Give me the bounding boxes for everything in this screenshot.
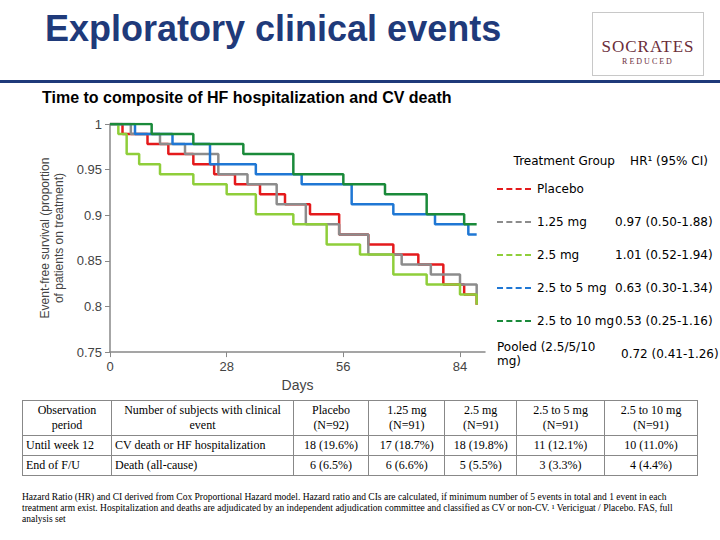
html-text:Death (all-cause): Death (all-cause) [115, 458, 198, 472]
svg-text:0.8: 0.8 [84, 299, 102, 314]
html-text:Exploratory clinical events: Exploratory clinical events [45, 8, 502, 49]
html-text:Placebo: Placebo [537, 181, 584, 196]
html-text:2.5 to 10 mg (N=91): 2.5 to 10 mg (N=91) [620, 403, 682, 432]
html-text:0.63 (0.30-1.34): 0.63 (0.30-1.34) [615, 280, 713, 295]
html-text:Time to composite of HF hospit: Time to composite of HF hospitalization … [42, 89, 452, 106]
html-text:End of F/U: End of F/U [26, 458, 80, 472]
html-text:4 (4.4%): 4 (4.4%) [630, 458, 673, 472]
html-text:2.5 mg (N=91): 2.5 mg (N=91) [463, 403, 499, 432]
html-text:Pooled (2.5/5/10 mg): Pooled (2.5/5/10 mg) [497, 339, 596, 368]
html-text:CV death or HF hospitalization: CV death or HF hospitalization [115, 438, 266, 452]
html-text:11 (12.1%): 11 (12.1%) [533, 438, 588, 452]
html-text:1.01 (0.52-1.94): 1.01 (0.52-1.94) [615, 247, 713, 262]
html-text:Until week 12: Until week 12 [26, 438, 94, 452]
html-text:0.97 (0.50-1.88): 0.97 (0.50-1.88) [615, 214, 713, 229]
html-text:18 (19.8%): 18 (19.8%) [453, 438, 508, 452]
html-text:17 (18.7%): 17 (18.7%) [379, 438, 434, 452]
html-text:Placebo (N=92): Placebo (N=92) [312, 403, 351, 432]
svg-text:0: 0 [106, 359, 113, 374]
html-text:Observation period: Observation period [37, 403, 97, 432]
svg-text:Event-free survival (proportio: Event-free survival (proportion [38, 158, 52, 319]
svg-text:1: 1 [95, 117, 102, 132]
html-text:SOCRATES: SOCRATES [601, 37, 695, 56]
html-text:5 (5.5%): 5 (5.5%) [459, 458, 502, 472]
html-text:HR¹ (95% CI): HR¹ (95% CI) [630, 154, 708, 168]
svg-text:of patients on treatment): of patients on treatment) [52, 173, 66, 303]
html-text:Treatment Group: Treatment Group [513, 154, 615, 168]
html-text:2.5 to 10 mg 0.53 (0.25-1.16): 2.5 to 10 mg 0.53 (0.25-1.16) [537, 313, 713, 328]
svg-text:0.75: 0.75 [77, 345, 102, 360]
html-text:6 (6.6%): 6 (6.6%) [385, 458, 428, 472]
html-text:6 (6.5%): 6 (6.5%) [310, 458, 353, 472]
svg-text:0.85: 0.85 [77, 253, 102, 268]
html-text:REDUCED: REDUCED [622, 57, 674, 66]
svg-text:0.95: 0.95 [77, 162, 102, 177]
html-text:1.25 mg: 1.25 mg [537, 214, 587, 229]
html-text:3 (3.3%): 3 (3.3%) [539, 458, 582, 472]
html-text:2.5 to 5 mg (N=91): 2.5 to 5 mg (N=91) [533, 403, 588, 432]
svg-text:56: 56 [336, 359, 350, 374]
html-text:10 (11.0%): 10 (11.0%) [624, 438, 678, 452]
svg-text:Days: Days [282, 377, 314, 393]
html-text:Hazard Ratio (HR) and CI deriv: Hazard Ratio (HR) and CI derived from Co… [22, 492, 673, 524]
html-text:2.5 to 5 mg: 2.5 to 5 mg [537, 280, 607, 295]
svg-text:84: 84 [453, 359, 467, 374]
html-text:0.72 (0.41-1.26): 0.72 (0.41-1.26) [621, 346, 719, 361]
svg-text:0.9: 0.9 [84, 208, 102, 223]
html-text:2.5 mg: 2.5 mg [537, 247, 580, 262]
svg-text:28: 28 [219, 359, 233, 374]
html-text:1.25 mg (N=91): 1.25 mg (N=91) [387, 403, 427, 432]
html-text:Number of subjects with clinic: Number of subjects with clinical event [124, 403, 281, 432]
html-text:18 (19.6%): 18 (19.6%) [304, 438, 359, 452]
